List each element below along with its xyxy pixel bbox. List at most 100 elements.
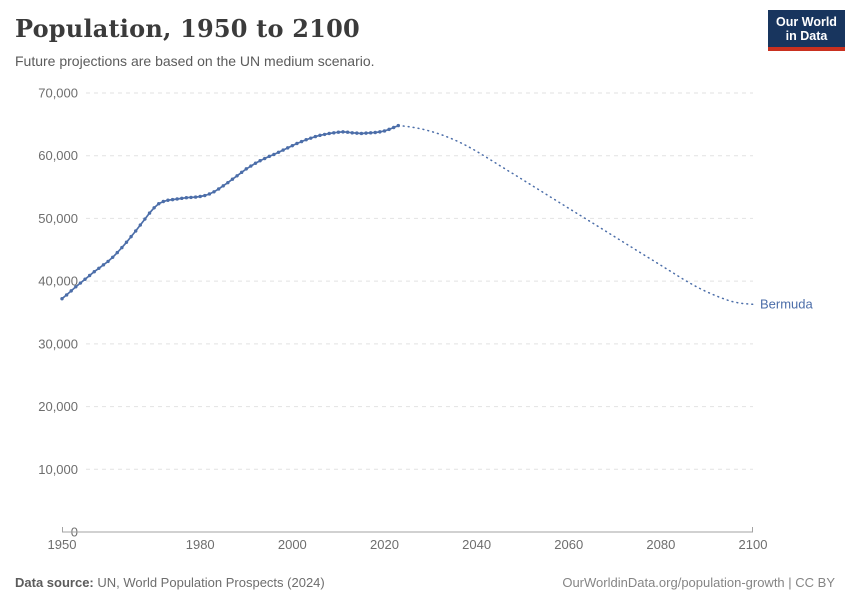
data-point-marker [78,281,83,285]
data-point-marker [295,141,299,146]
data-point-marker [180,196,184,201]
data-point-marker [92,270,96,274]
data-point-marker [299,139,304,144]
data-point-marker [253,161,258,165]
data-point-marker [198,194,202,199]
data-point-marker [391,125,396,130]
data-point-marker [110,255,115,260]
data-point-marker [87,273,92,278]
data-point-marker [221,184,225,188]
data-point-marker [304,138,308,142]
data-point-marker [244,167,248,171]
entity-label[interactable]: Bermuda [760,296,814,311]
data-source-value: UN, World Population Prospects (2024) [93,574,325,590]
y-tick-label-60000: 60,000 [38,148,78,163]
data-point-marker [327,131,331,136]
y-tick-label-10000: 10,000 [38,462,78,477]
x-tick-label-2080: 2080 [646,537,675,552]
data-point-marker [157,201,161,206]
data-point-marker [290,143,295,148]
data-point-marker [74,285,78,289]
data-point-marker [239,170,244,175]
page-title: Population, 1950 to 2100 [15,14,360,43]
data-point-marker [69,289,73,293]
x-tick-label-2020: 2020 [370,537,399,552]
owid-logo-line2: in Data [785,28,828,43]
data-point-marker [83,277,87,281]
data-point-marker [106,259,110,264]
y-tick-label-30000: 30,000 [38,336,78,351]
data-point-marker [378,130,382,134]
data-point-marker [129,234,133,239]
data-point-marker [230,177,235,181]
data-point-marker [124,240,129,244]
chart-subtitle: Future projections are based on the UN m… [15,53,375,69]
data-point-marker [318,133,322,138]
historical-line[interactable] [61,124,399,300]
data-point-marker [322,132,327,137]
x-tick-label-1980: 1980 [186,537,215,552]
data-point-marker [207,192,212,196]
data-point-marker [341,130,345,134]
data-point-marker [134,229,138,233]
data-point-marker [152,206,156,210]
data-point-marker [193,195,198,199]
data-point-marker [364,131,368,135]
data-point-marker [313,134,318,139]
data-point-marker [203,193,207,198]
x-tick-label-2100: 2100 [739,537,768,552]
data-point-marker [166,198,170,202]
data-point-marker [64,293,69,297]
y-tick-label-40000: 40,000 [38,274,78,289]
y-tick-label-50000: 50,000 [38,211,78,226]
data-point-marker [345,130,350,134]
data-point-marker [189,195,193,200]
data-point-marker [355,131,359,135]
data-point-marker [143,217,147,221]
data-point-marker [235,174,239,178]
data-point-marker [212,190,216,194]
data-point-marker [359,131,364,136]
data-point-marker [184,196,189,200]
owid-logo[interactable]: Our World in Data [768,10,845,51]
data-point-marker [368,131,373,135]
data-point-marker [286,146,290,150]
data-point-marker [226,180,230,185]
data-point-marker [387,127,391,132]
data-point-marker [115,250,119,255]
y-tick-label-70000: 70,000 [38,86,78,101]
data-point-marker [267,154,271,159]
x-tick-label-2060: 2060 [554,537,583,552]
projection-line[interactable] [397,124,754,306]
data-point-marker [249,164,253,168]
data-point-marker [258,159,262,163]
chart-footer: Data source: UN, World Population Prospe… [0,572,850,592]
owid-logo-line1: Our World [776,14,837,29]
data-point-marker [309,136,313,140]
data-point-marker [147,211,152,215]
data-point-marker [373,130,377,135]
data-point-marker [336,130,341,134]
x-tick-label-2040: 2040 [462,537,491,552]
data-point-marker [170,197,175,202]
data-point-marker [382,129,387,133]
x-tick-label-2000: 2000 [278,537,307,552]
data-source-label: Data source: [15,574,94,590]
data-point-marker [138,223,143,227]
data-point-marker [60,297,64,301]
footer-note: OurWorldinData.org/population-growth | C… [562,574,835,590]
data-point-marker [276,150,281,154]
data-point-marker [272,152,276,157]
data-point-marker [216,187,221,191]
data-point-marker [281,148,285,152]
y-tick-label-20000: 20,000 [38,399,78,414]
data-point-marker [120,245,124,250]
data-point-marker [97,266,101,270]
data-point-marker [350,131,354,135]
x-tick-label-1950: 1950 [48,537,77,552]
data-point-marker [101,263,106,267]
data-point-marker [332,131,336,135]
data-point-marker [161,199,166,204]
